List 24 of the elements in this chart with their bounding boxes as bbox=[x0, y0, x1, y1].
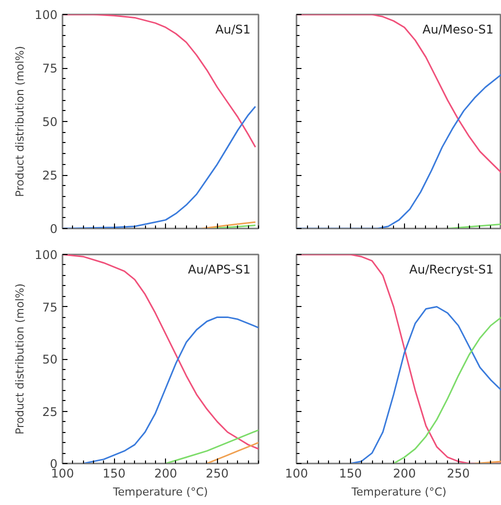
y-axis-title: Product distribution (mol%) bbox=[14, 46, 27, 197]
text: Au/Meso-S1 bbox=[422, 22, 494, 36]
y-tick-label: 50 bbox=[42, 115, 58, 129]
x-tick-label: 200 bbox=[392, 466, 416, 480]
y-tick-label: 50 bbox=[42, 352, 58, 366]
y-tick-label: 25 bbox=[42, 168, 58, 182]
y-axis-title: Product distribution (mol%) bbox=[14, 284, 27, 434]
x-tick-label: 150 bbox=[102, 466, 126, 480]
y-tick-label: 100 bbox=[34, 248, 58, 262]
y-tick-label: 75 bbox=[42, 300, 58, 314]
text: Au/APS-S1 bbox=[188, 262, 251, 276]
y-tick-label: 0 bbox=[50, 222, 58, 236]
x-tick-label: 200 bbox=[154, 466, 178, 480]
x-axis-title: Temperature (°C) bbox=[112, 486, 208, 498]
text: Au/S1 bbox=[215, 22, 250, 36]
x-tick-label: 150 bbox=[338, 466, 362, 480]
x-tick-label: 250 bbox=[446, 466, 470, 480]
x-tick-label: 100 bbox=[285, 466, 308, 480]
x-axis-title: Temperature (°C) bbox=[350, 486, 446, 498]
x-tick-label: 250 bbox=[206, 466, 229, 480]
text: Au/Recryst-S1 bbox=[409, 262, 494, 276]
y-tick-label: 25 bbox=[42, 404, 58, 419]
y-tick-label: 100 bbox=[34, 8, 58, 22]
y-tick-label: 75 bbox=[42, 62, 58, 76]
